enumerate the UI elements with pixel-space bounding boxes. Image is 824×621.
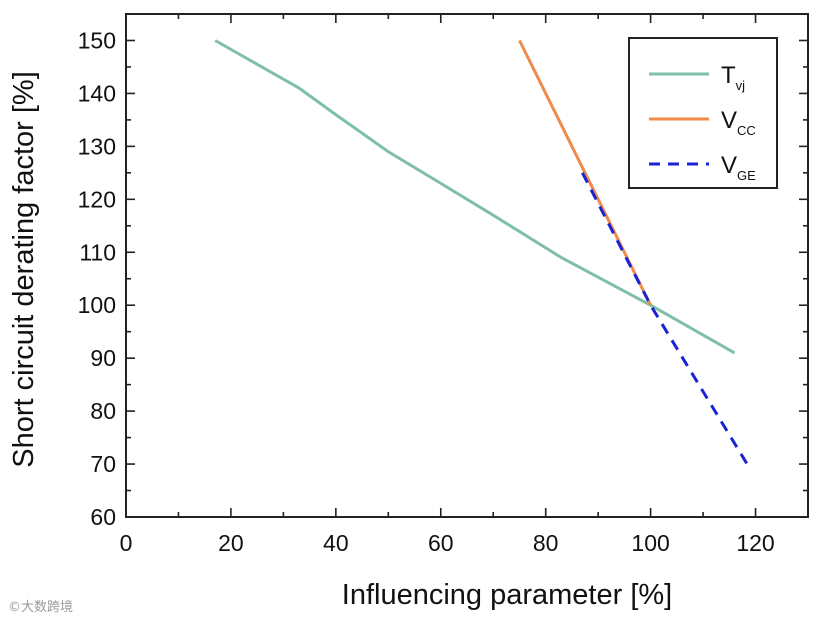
legend-label-vcc: VCC [721, 107, 756, 138]
x-tick-label: 100 [631, 530, 669, 556]
y-tick-label: 110 [79, 239, 116, 265]
watermark: ©大数跨境 [8, 600, 74, 615]
y-tick-label: 70 [90, 451, 116, 477]
y-axis-label: Short circuit derating factor [%] [8, 71, 40, 468]
plot-frame [125, 13, 809, 518]
x-axis-label: Influencing parameter [%] [342, 579, 672, 611]
x-tick-label: 80 [533, 530, 559, 556]
x-tick-label: 40 [323, 530, 349, 556]
y-tick-label: 130 [78, 133, 116, 159]
series-layer [214, 39, 752, 471]
y-tick-label: 90 [90, 345, 116, 371]
y-axis-tick-labels: 60 70 80 90 100 110 120 130 140 150 [78, 27, 116, 530]
x-axis-tick-labels: 0 20 40 60 80 100 120 [120, 530, 775, 556]
x-tick-label: 20 [218, 530, 244, 556]
y-tick-label: 100 [78, 292, 116, 318]
x-tick-label: 120 [736, 530, 774, 556]
y-tick-label: 80 [90, 398, 116, 424]
x-tick-label: 0 [120, 530, 133, 556]
y-tick-label: 120 [78, 186, 116, 212]
y-tick-label: 140 [78, 80, 116, 106]
y-tick-label: 60 [90, 504, 116, 530]
x-tick-label: 60 [428, 530, 454, 556]
series-line-vge [581, 172, 752, 471]
legend-label-vge: VGE [721, 152, 756, 183]
legend-label-tvj: Tvj [721, 62, 745, 93]
series-line-tvj [214, 39, 736, 355]
legend: Tvj VCC VGE [628, 37, 778, 189]
y-tick-label: 150 [78, 27, 116, 53]
